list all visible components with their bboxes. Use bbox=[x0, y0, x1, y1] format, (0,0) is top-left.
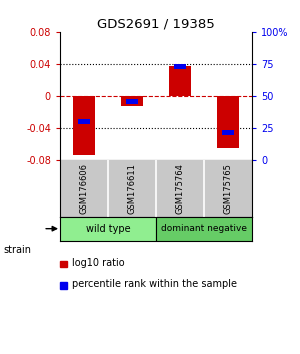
Title: GDS2691 / 19385: GDS2691 / 19385 bbox=[97, 18, 215, 31]
Bar bbox=[125, 99, 139, 104]
Bar bbox=[217, 96, 239, 148]
Text: wild type: wild type bbox=[86, 224, 130, 234]
Text: log10 ratio: log10 ratio bbox=[72, 258, 124, 268]
Bar bbox=[169, 65, 191, 96]
Bar bbox=[156, 217, 252, 241]
Text: GSM175764: GSM175764 bbox=[176, 163, 184, 214]
Bar bbox=[173, 64, 187, 69]
Bar bbox=[221, 130, 235, 135]
Text: GSM175765: GSM175765 bbox=[224, 163, 232, 214]
Bar bbox=[77, 119, 91, 124]
Text: strain: strain bbox=[3, 245, 31, 255]
Text: dominant negative: dominant negative bbox=[161, 224, 247, 233]
Bar bbox=[121, 96, 143, 106]
Text: GSM176611: GSM176611 bbox=[128, 163, 136, 214]
Bar bbox=[60, 217, 156, 241]
Bar bbox=[73, 96, 95, 155]
Text: GSM176606: GSM176606 bbox=[80, 163, 88, 214]
Text: percentile rank within the sample: percentile rank within the sample bbox=[72, 279, 237, 289]
